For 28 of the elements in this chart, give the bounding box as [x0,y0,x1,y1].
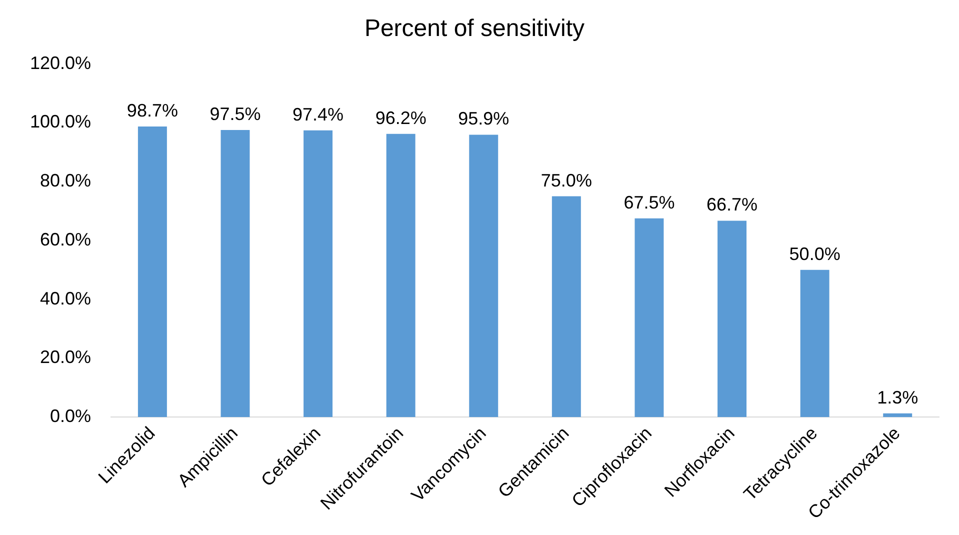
data-label: 50.0% [789,244,840,264]
y-tick-label: 40.0% [40,288,92,308]
data-label: 75.0% [540,170,592,190]
y-tick-label: 0.0% [50,406,92,426]
y-tick-label: 120.0% [30,52,92,73]
data-label: 96.2% [375,108,426,128]
bar [386,134,416,418]
bar [304,130,333,418]
bar [552,196,581,418]
bar [883,413,912,418]
data-label: 95.9% [458,108,510,129]
data-label: 97.5% [210,104,261,124]
bar [220,130,250,418]
data-label: 1.3% [877,387,918,408]
y-tick-label: 60.0% [40,229,92,250]
bar [718,220,746,418]
data-label: 97.4% [292,104,344,124]
bar [469,134,498,418]
y-tick-label: 100.0% [30,112,92,132]
chart-title: Percent of sensitivity [364,15,585,42]
data-label: 66.7% [706,194,758,215]
y-tick-label: 20.0% [40,347,92,368]
y-tick-label: 80.0% [40,170,92,191]
bar [634,218,664,418]
bar [800,270,830,418]
data-label: 67.5% [624,192,675,212]
data-label: 98.7% [126,100,178,120]
bar [138,126,167,418]
